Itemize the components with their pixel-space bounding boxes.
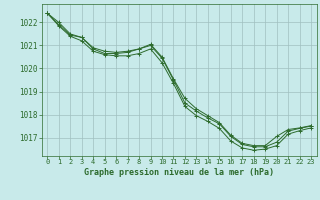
X-axis label: Graphe pression niveau de la mer (hPa): Graphe pression niveau de la mer (hPa) <box>84 168 274 177</box>
